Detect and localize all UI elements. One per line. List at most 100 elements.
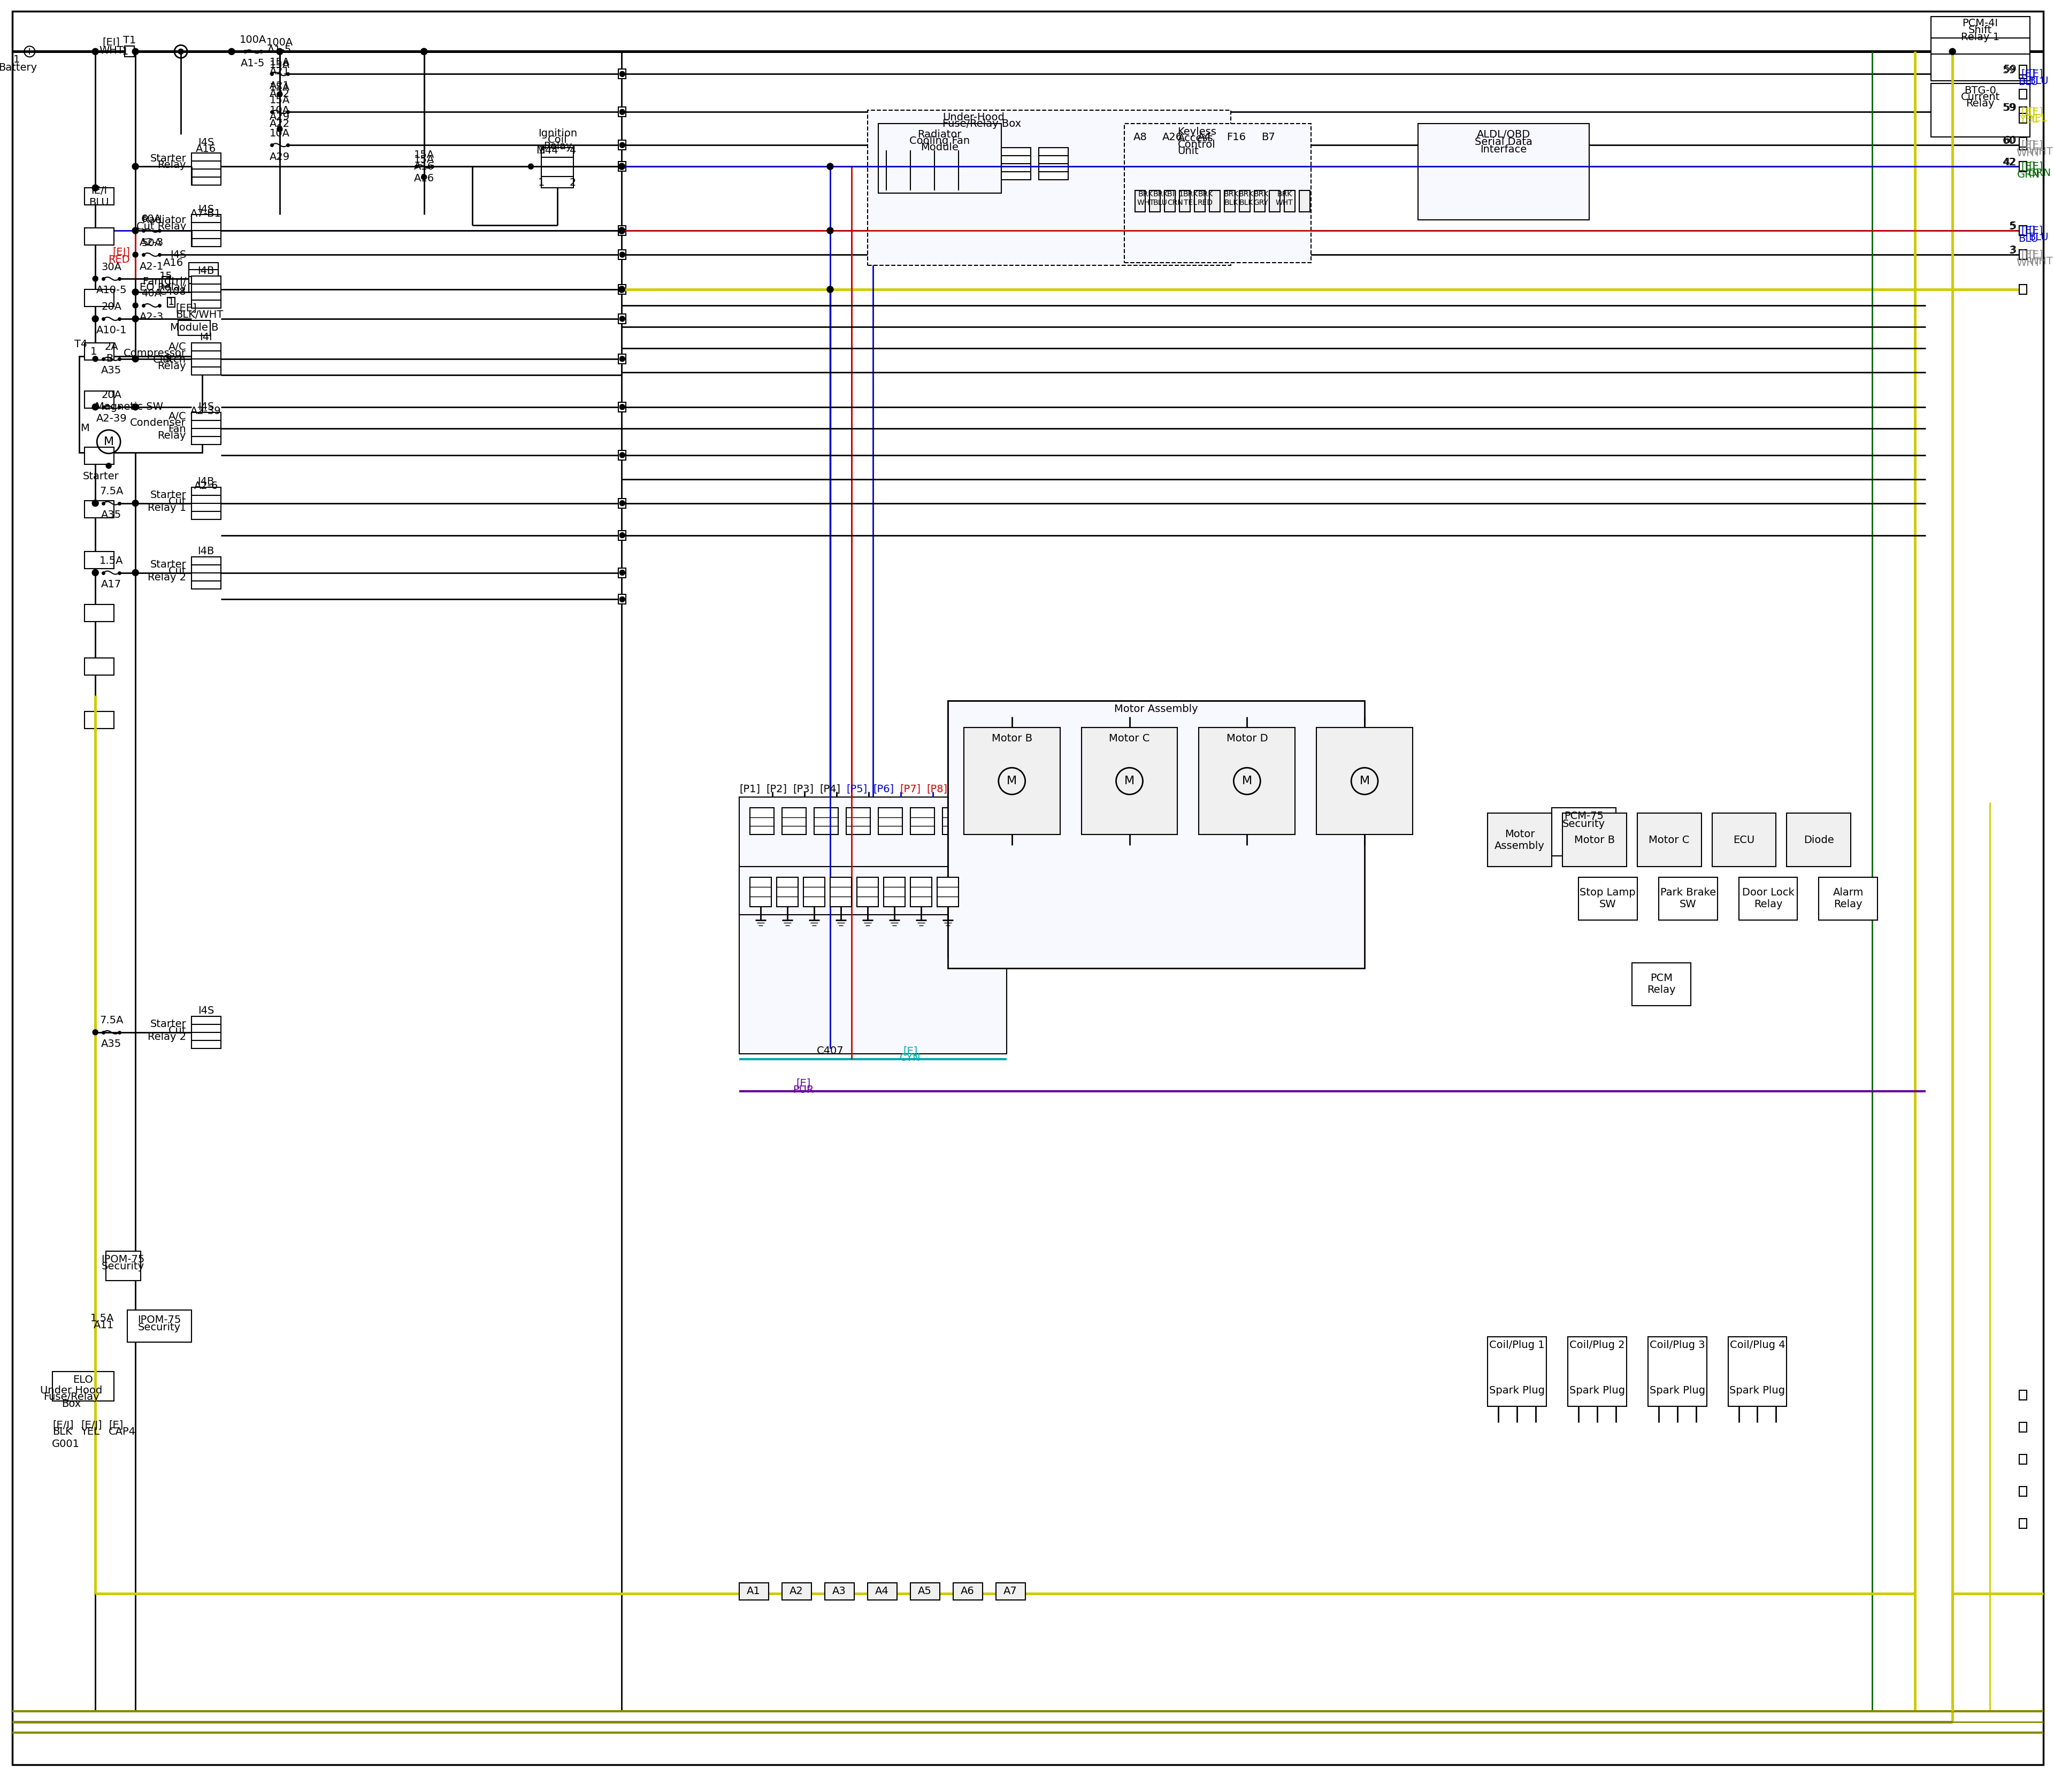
Text: Coil/Plug 2: Coil/Plug 2: [1569, 1340, 1625, 1349]
Circle shape: [618, 228, 624, 233]
Text: 2A: 2A: [105, 342, 119, 353]
Bar: [2019, 1423, 2027, 1432]
Text: Spark Plug: Spark Plug: [1729, 1385, 1785, 1396]
Text: A7-B1: A7-B1: [191, 208, 222, 219]
Text: Coil/Plug 1: Coil/Plug 1: [1489, 1340, 1545, 1349]
Text: B: B: [107, 353, 113, 364]
Text: 4: 4: [569, 145, 575, 156]
Text: T1: T1: [123, 36, 136, 45]
Text: [E]: [E]: [2021, 226, 2036, 237]
Text: Diode: Diode: [1803, 835, 1834, 846]
Text: BII 1
CRN: BII 1 CRN: [1167, 190, 1183, 206]
Text: BLU: BLU: [2019, 77, 2038, 88]
Text: 2: 2: [569, 177, 575, 188]
Circle shape: [92, 570, 99, 575]
Text: A22: A22: [269, 118, 290, 129]
Text: PCM-4I: PCM-4I: [1962, 18, 1999, 29]
Bar: [84, 552, 115, 568]
Text: WHT: WHT: [2029, 147, 2052, 156]
Bar: [107, 1251, 142, 1281]
Text: Motor B: Motor B: [1573, 835, 1614, 846]
Bar: [618, 140, 626, 151]
Bar: [1647, 1337, 1707, 1407]
Text: 1: 1: [90, 348, 97, 357]
Text: 1.5A: 1.5A: [99, 556, 123, 566]
Circle shape: [620, 109, 624, 115]
Bar: [963, 728, 1060, 835]
Circle shape: [277, 127, 281, 133]
Text: 59: 59: [2003, 102, 2017, 113]
Bar: [2019, 1518, 2027, 1529]
Text: BRK
WHT: BRK WHT: [1276, 190, 1294, 206]
Text: A4: A4: [875, 1586, 889, 1597]
Bar: [1210, 190, 1220, 211]
Text: 59: 59: [2003, 65, 2015, 75]
Bar: [2019, 140, 2027, 151]
Text: 100A: 100A: [240, 34, 267, 45]
Circle shape: [92, 357, 99, 362]
Text: F16: F16: [1226, 133, 1247, 142]
Bar: [84, 188, 115, 204]
Circle shape: [620, 163, 624, 168]
Text: A5: A5: [918, 1586, 933, 1597]
Text: [P6]: [P6]: [873, 785, 893, 794]
Text: A2: A2: [789, 1586, 803, 1597]
Circle shape: [131, 289, 138, 296]
Bar: [127, 1310, 191, 1342]
Bar: [1567, 1337, 1627, 1407]
Text: Relay 2: Relay 2: [148, 572, 187, 582]
Text: [P7]: [P7]: [900, 785, 920, 794]
Text: A21: A21: [269, 66, 290, 77]
Text: BLU: BLU: [2019, 233, 2038, 244]
Text: A26: A26: [1163, 133, 1183, 142]
Circle shape: [92, 315, 99, 321]
Text: BLU: BLU: [2029, 231, 2048, 242]
Text: Fan: Fan: [168, 425, 187, 434]
Text: C408: C408: [160, 287, 187, 297]
Text: 60: 60: [2003, 136, 2015, 145]
Text: BRK
BLK: BRK BLK: [1239, 190, 1253, 206]
Bar: [618, 285, 626, 294]
Bar: [1080, 728, 1177, 835]
Bar: [2019, 108, 2027, 116]
Circle shape: [618, 163, 624, 170]
Bar: [618, 530, 626, 539]
Text: Serial Data: Serial Data: [1475, 136, 1532, 147]
Text: 3: 3: [538, 145, 544, 156]
Text: A16: A16: [413, 174, 433, 183]
Bar: [168, 297, 175, 306]
Bar: [1150, 190, 1161, 211]
Text: I4B: I4B: [197, 477, 214, 487]
Text: [E/I]: [E/I]: [53, 1419, 74, 1430]
Bar: [1284, 190, 1296, 211]
Text: 15A: 15A: [413, 154, 433, 165]
Bar: [947, 701, 1364, 968]
Text: Motor B: Motor B: [992, 733, 1033, 744]
Circle shape: [1949, 48, 1955, 56]
Text: A35: A35: [101, 511, 121, 520]
Text: M: M: [80, 423, 88, 434]
Bar: [191, 487, 222, 520]
Bar: [947, 701, 1364, 957]
Text: 1: 1: [121, 47, 129, 57]
Text: Magnetic SW: Magnetic SW: [94, 401, 162, 412]
Text: A22: A22: [269, 88, 290, 99]
Text: I4B: I4B: [197, 547, 214, 556]
Text: M: M: [1124, 776, 1134, 787]
Bar: [857, 878, 879, 907]
Bar: [943, 808, 967, 835]
Bar: [191, 342, 222, 375]
Text: [P4]: [P4]: [820, 785, 840, 794]
Text: Cooling Fan: Cooling Fan: [910, 136, 969, 145]
Text: EO Relay: EO Relay: [140, 283, 187, 292]
Text: CAP4: CAP4: [109, 1426, 136, 1437]
Text: [E]: [E]: [2029, 68, 2044, 79]
Text: Starter: Starter: [150, 559, 187, 570]
Circle shape: [228, 48, 234, 56]
Bar: [1255, 190, 1265, 211]
Text: Fuse/Relay: Fuse/Relay: [43, 1392, 99, 1401]
Text: A1: A1: [748, 1586, 760, 1597]
Bar: [953, 1582, 982, 1600]
Circle shape: [620, 253, 624, 258]
Bar: [191, 276, 222, 308]
